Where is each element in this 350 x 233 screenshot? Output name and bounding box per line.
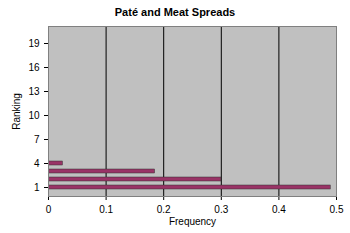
svg-text:0.2: 0.2 xyxy=(157,204,171,215)
svg-text:0.4: 0.4 xyxy=(272,204,286,215)
svg-text:13: 13 xyxy=(28,86,40,97)
svg-text:16: 16 xyxy=(28,62,40,73)
svg-text:10: 10 xyxy=(28,110,40,121)
svg-text:0.1: 0.1 xyxy=(99,204,113,215)
svg-text:0: 0 xyxy=(46,204,52,215)
svg-text:0.5: 0.5 xyxy=(330,204,344,215)
html-text:Paté and Meat Spreads: Paté and Meat Spreads xyxy=(114,6,236,18)
svg-text:19: 19 xyxy=(28,38,40,49)
svg-text:Ranking: Ranking xyxy=(11,93,22,130)
svg-text:Frequency: Frequency xyxy=(169,216,216,227)
svg-text:1: 1 xyxy=(34,182,40,193)
svg-text:0.3: 0.3 xyxy=(214,204,228,215)
svg-text:4: 4 xyxy=(34,158,40,169)
svg-text:7: 7 xyxy=(34,134,40,145)
